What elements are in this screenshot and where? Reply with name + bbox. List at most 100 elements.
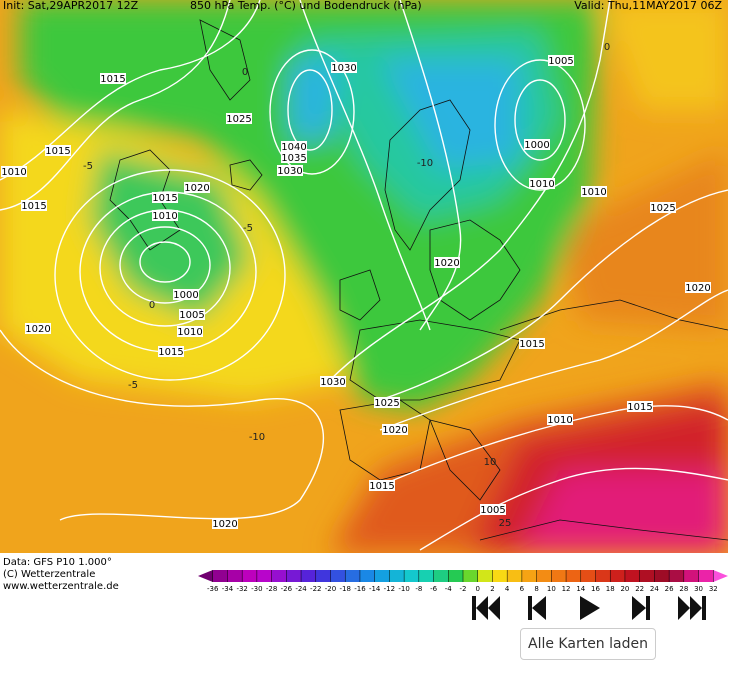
colorbar-label: -20: [325, 585, 336, 593]
isobar-label: 1025: [226, 114, 251, 125]
isobar-label-bg: [226, 113, 252, 124]
colorbar-cell: [669, 570, 685, 582]
colorbar-cell: [271, 570, 287, 582]
colorbar-cell: [551, 570, 567, 582]
play-button[interactable]: [580, 596, 600, 620]
colorbar-label: 0: [475, 585, 479, 593]
colorbar-label: -36: [207, 585, 219, 593]
isobar-label: 1005: [179, 310, 204, 321]
isobar-label: 1010: [152, 211, 177, 222]
colorbar-cell: [448, 570, 464, 582]
colorbar-label: 32: [709, 585, 718, 593]
isobar-label-bg: [650, 202, 676, 213]
temperature-label: -5: [243, 223, 253, 234]
colorbar-cell: [639, 570, 655, 582]
isobar-label-bg: [548, 55, 574, 66]
first-button[interactable]: [472, 596, 500, 620]
colorbar-cell: [624, 570, 641, 582]
temperature-label: -5: [128, 380, 138, 391]
colorbar-label: -6: [430, 585, 438, 593]
next-button[interactable]: [632, 596, 650, 620]
credit-text: www.wetterzentrale.de: [3, 581, 119, 592]
colorbar-cell: [433, 570, 449, 582]
colorbar-label: -34: [222, 585, 234, 593]
weather-map: Init: Sat,29APR2017 12Z 850 hPa Temp. (°C…: [0, 0, 728, 620]
isobar-label-bg: [547, 414, 573, 425]
colorbar-cell: [256, 570, 273, 582]
colorbar-label: 30: [694, 585, 703, 593]
colorbar-cell: [227, 570, 243, 582]
temperature-label: 0: [604, 42, 610, 53]
colorbar-label: 16: [591, 585, 600, 593]
isobar-label: 1030: [277, 166, 302, 177]
colorbar-label: -2: [460, 585, 467, 593]
isobar-label-bg: [177, 326, 203, 337]
colorbar-cell: [654, 570, 670, 582]
header-valid: Valid: Thu,11MAY2017 06Z: [574, 0, 722, 12]
temperature-label: -10: [417, 158, 433, 169]
isobar-label: 1030: [331, 63, 356, 74]
colorbar-cell: [286, 570, 302, 582]
colorbar-label: -4: [445, 585, 453, 593]
colorbar-cell: [463, 570, 479, 582]
isobar-label: 1020: [685, 283, 710, 294]
isobar-label: 1025: [374, 398, 399, 409]
header-title: 850 hPa Temp. (°C) und Bodendruck (hPa): [190, 0, 422, 12]
colorbar-label: -28: [266, 585, 277, 593]
colorbar-cell: [315, 570, 331, 582]
colorbar-label: 4: [505, 585, 510, 593]
isobar-label-bg: [434, 257, 460, 268]
load-all-button[interactable]: Alle Karten laden: [520, 628, 656, 660]
isobar-label: 1000: [524, 140, 549, 151]
isobar-label-bg: [374, 397, 400, 408]
isobar-label-bg: [685, 282, 711, 293]
isobar-label-bg: [25, 323, 51, 334]
isobar-label: 1030: [320, 377, 345, 388]
isobar-label-bg: [45, 145, 71, 156]
colorbar-cell: [507, 570, 523, 582]
isobars: [0, 0, 728, 551]
colorbar-cell: [580, 570, 596, 582]
isobar-label-bg: [21, 200, 47, 211]
last-button[interactable]: [678, 596, 706, 620]
isobar-label: 1000: [173, 290, 198, 301]
isobar-label: 1005: [480, 505, 505, 516]
colorbar-cell: [595, 570, 611, 582]
colorbar-label: 8: [534, 585, 538, 593]
colorbar-label: -12: [384, 585, 395, 593]
colorbar-cell: [389, 570, 405, 582]
colorbar-cell: [242, 570, 258, 582]
colorbar-cell: [566, 570, 582, 582]
colorbar-label: -22: [310, 585, 321, 593]
isobar-label-bg: [281, 141, 307, 152]
isobar-label: 1020: [382, 425, 407, 436]
isobar-label: 1025: [650, 203, 675, 214]
previous-button[interactable]: [528, 596, 546, 620]
isobar-label: 1010: [1, 167, 26, 178]
colorbar-cell: [418, 570, 435, 582]
isobar-label: 1015: [519, 339, 544, 350]
colorbar-cell: [359, 570, 376, 582]
isobar-label: 1015: [627, 402, 652, 413]
colorbar-cell: [683, 570, 700, 582]
isobar-label-bg: [158, 346, 184, 357]
isobar-label: 1010: [581, 187, 606, 198]
colorbar-label: -18: [340, 585, 351, 593]
colorbar-cell: [713, 570, 728, 582]
colorbar-cell: [477, 570, 493, 582]
temperature-label: -5: [83, 161, 93, 172]
colorbar-label: 10: [547, 585, 556, 593]
isobar-label: 1015: [369, 481, 394, 492]
temperature-label: 25: [499, 518, 512, 529]
colorbar-cell: [492, 570, 508, 582]
colorbar-label: -30: [251, 585, 262, 593]
colorbar-label: 20: [620, 585, 629, 593]
colorbar-cell: [374, 570, 390, 582]
temperature-field: [0, 0, 728, 553]
isobar-label-bg: [152, 210, 178, 221]
colorbar-label: -10: [398, 585, 409, 593]
colorbar-cell: [521, 570, 538, 582]
colorbar-cell: [610, 570, 626, 582]
colorbar-label: 14: [576, 585, 585, 593]
